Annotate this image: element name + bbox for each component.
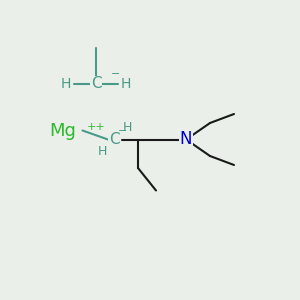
Text: C: C	[91, 76, 101, 92]
Text: Mg: Mg	[50, 122, 76, 140]
Text: H: H	[123, 121, 132, 134]
Text: N: N	[180, 130, 192, 148]
Text: ++: ++	[87, 122, 105, 132]
Text: −: −	[118, 126, 127, 136]
Text: H: H	[97, 145, 107, 158]
Text: C: C	[109, 132, 119, 147]
Text: H: H	[121, 77, 131, 91]
Text: −: −	[111, 68, 120, 79]
Text: H: H	[61, 77, 71, 91]
